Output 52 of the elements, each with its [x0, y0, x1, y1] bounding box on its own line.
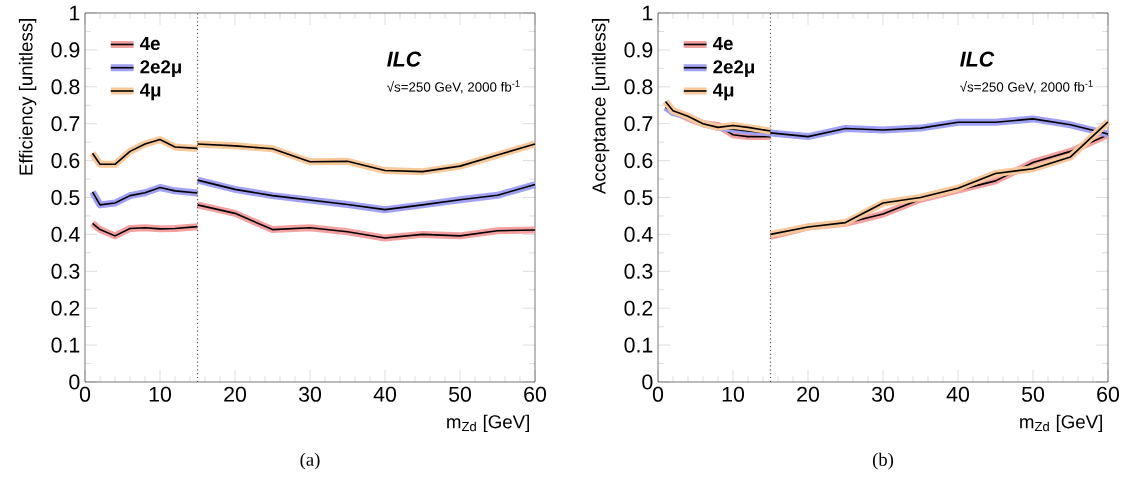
legend-label: 4μ: [712, 83, 734, 101]
y-tick-label: 0: [69, 374, 80, 390]
y-tick-label: 0.8: [624, 79, 653, 95]
y-tick-label: 0: [642, 374, 653, 390]
legend-label: 2e2μ: [140, 60, 182, 78]
x-tick-label: 10: [149, 386, 172, 402]
y-tick-label: 0.9: [624, 42, 653, 58]
legend-label: 4μ: [140, 83, 161, 101]
y-tick-label: 0.2: [624, 300, 653, 316]
y-tick-label: 1: [70, 5, 80, 21]
y-tick-label: 0.3: [624, 263, 653, 279]
x-tick-label: 40: [946, 386, 970, 402]
x-tick-label: 60: [524, 386, 547, 402]
x-axis-title: m$_{Zd}$ [GeV]: [1020, 414, 1102, 433]
text: (b): [872, 452, 894, 470]
y-tick-label: 0.3: [51, 263, 80, 279]
x-tick-label: 30: [871, 386, 895, 402]
x-tick-label: 60: [1097, 386, 1120, 402]
x-tick-label: 50: [1022, 386, 1045, 402]
legend-label: 4e: [712, 37, 733, 51]
y-tick-label: 0.7: [51, 116, 80, 132]
annotation: √s=250 GeV, 2000 fb$^{-1}$: [960, 80, 1093, 94]
x-axis-title: m$_{Zd}$ [GeV]: [447, 414, 529, 433]
x-tick-label: 0: [79, 386, 91, 402]
text: (a): [300, 452, 320, 470]
y-tick-label: 0.1: [624, 337, 653, 353]
x-tick-label: 30: [298, 386, 322, 402]
y-axis-title: Efficiency [unitless]: [18, 19, 37, 175]
y-tick-label: 1: [643, 5, 653, 21]
y-tick-label: 0.4: [624, 226, 653, 242]
y-tick-label: 0.6: [51, 153, 80, 169]
y-tick-label: 0.4: [51, 226, 80, 242]
y-tick-label: 0.2: [51, 300, 80, 316]
x-tick-label: 20: [224, 386, 247, 402]
y-tick-label: 0.1: [51, 337, 80, 353]
y-tick-label: 0.8: [51, 79, 80, 95]
legend-label: 2e2μ: [713, 60, 755, 78]
x-tick-label: 20: [797, 386, 820, 402]
x-tick-label: 50: [449, 386, 472, 402]
y-tick-label: 0.6: [624, 153, 653, 169]
y-tick-label: 0.5: [51, 189, 80, 206]
legend-label: 4e: [140, 37, 160, 51]
annotation: ILC: [387, 51, 422, 67]
y-tick-label: 0.5: [624, 189, 653, 206]
annotation: √s=250 GeV, 2000 fb$^{-1}$: [387, 80, 520, 94]
y-axis-title: Acceptance [unitless]: [591, 19, 610, 195]
y-tick-label: 0.9: [51, 42, 80, 58]
annotation: ILC: [960, 51, 995, 67]
x-tick-label: 0: [652, 386, 664, 402]
x-tick-label: 10: [722, 386, 745, 402]
x-tick-label: 40: [373, 386, 397, 402]
y-tick-label: 0.7: [624, 116, 653, 132]
